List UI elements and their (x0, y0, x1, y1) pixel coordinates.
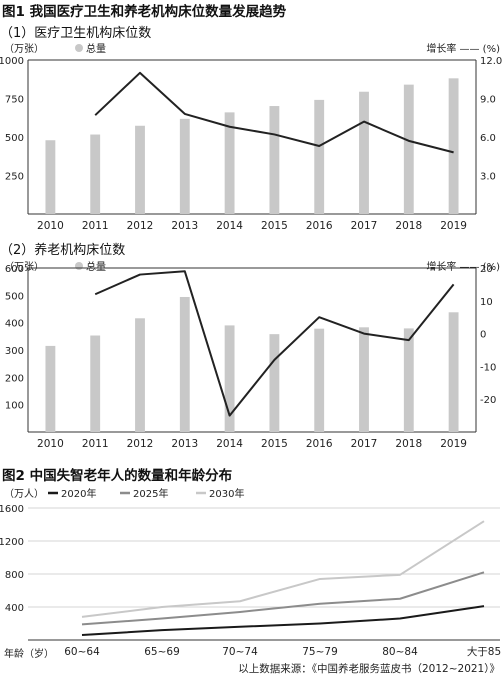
chart1-xtick-label: 2017 (351, 220, 378, 232)
chart2-y2tick-label: -20 (480, 395, 496, 406)
chart3-ytick-label: 400 (5, 603, 24, 614)
chart2-xtick-label: 2018 (395, 438, 422, 450)
chart1-xtick-label: 2011 (82, 220, 109, 232)
chart3-xtick-label: 大于85 (467, 645, 501, 658)
chart2-plot: 100 200 300 400 500 600 -20 -10 0 10 20 2010 2011 201… (5, 264, 496, 450)
figure2-title: 图2 中国失智老年人的数量和年龄分布 (2, 467, 232, 484)
chart2-ylabel: （万张） (4, 261, 44, 273)
chart2-y2tick-label: 10 (480, 297, 493, 308)
chart3-legend-label: 2020年 (61, 487, 96, 500)
chart1-bar (403, 84, 414, 214)
chart3-xlabel: 年龄（岁） (4, 647, 54, 660)
chart1-bar (45, 140, 56, 214)
chart1-y2tick-label: 3.0 (480, 172, 496, 183)
chart2-bar (269, 334, 280, 432)
chart3-ytick-label: 800 (5, 570, 24, 581)
chart2-ytick-label: 100 (5, 401, 24, 412)
chart3-legend-label: 2030年 (209, 487, 244, 500)
chart3-xtick-label: 60~64 (64, 646, 100, 658)
chart1-bar (179, 118, 190, 214)
chart2-ytick-label: 600 (5, 264, 24, 275)
chart2-bar (359, 327, 369, 432)
chart2-bar (314, 328, 325, 432)
chart1-bar (314, 99, 325, 214)
chart3-ytick-label: 1200 (0, 537, 24, 548)
chart1-title: （1）医疗卫生机构床位数 (0, 26, 151, 41)
chart2-legend-label: 总量 (86, 260, 106, 273)
chart1-y2tick-label: 9.0 (480, 95, 496, 106)
chart1-plot: 250 500 750 1000 3.0 6.0 9.0 12.0 2010 2011 2012 20… (0, 56, 502, 232)
chart2-bar (403, 328, 414, 432)
chart1-bar (135, 125, 145, 214)
chart3-xtick-label: 80~84 (382, 646, 418, 658)
chart1-xtick-label: 2019 (440, 220, 467, 232)
chart2-xtick-label: 2019 (440, 438, 467, 450)
chart2-xtick-label: 2016 (306, 438, 333, 450)
chart1-ytick-label: 500 (5, 133, 24, 144)
chart2-y2label: 增长率 —— (%) (426, 260, 500, 273)
chart2-y2tick-label: 20 (480, 264, 493, 275)
chart1-bar (359, 91, 369, 214)
chart2-title: （2）养老机构床位数 (0, 242, 125, 258)
chart2-bar (224, 325, 235, 432)
chart1-bar (448, 78, 459, 215)
chart1-legend-dot (75, 44, 83, 52)
chart1-ytick-label: 750 (5, 95, 24, 106)
chart1-ytick-label: 1000 (0, 56, 24, 67)
chart1-xtick-label: 2014 (216, 220, 243, 232)
chart3-legend: 2020年 2025年 2030年 (48, 487, 244, 500)
chart1-ylabel: （万张） (4, 43, 44, 55)
chart1-ytick-label: 250 (5, 172, 24, 183)
figure1-title: 图1 我国医疗卫生和养老机构床位数量发展趋势 (2, 3, 287, 20)
chart3-ytick-label: 1600 (0, 504, 24, 515)
chart2-xtick-label: 2012 (127, 438, 154, 450)
chart3-series-line (81, 571, 485, 626)
chart2-growth-line (94, 270, 455, 417)
chart1-bar (224, 112, 235, 214)
chart1-y2tick-label: 12.0 (480, 56, 502, 67)
chart1-xtick-label: 2015 (261, 220, 288, 232)
chart3-series-line (81, 520, 485, 618)
chart3-series-line (81, 605, 485, 637)
chart1-growth-line (94, 71, 454, 154)
chart2-ytick-label: 200 (5, 373, 24, 384)
chart3-xtick-label: 65~69 (144, 646, 180, 658)
chart2-ytick-label: 500 (5, 291, 24, 302)
chart2-xtick-label: 2014 (216, 438, 243, 450)
chart1-y2label: 增长率 —— (%) (426, 42, 500, 55)
chart2-xtick-label: 2010 (37, 438, 64, 450)
chart2-bar (135, 318, 145, 432)
chart2-xtick-label: 2013 (171, 438, 198, 450)
chart1-xtick-label: 2010 (37, 220, 64, 232)
chart2-xtick-label: 2011 (82, 438, 109, 450)
chart2-bar (45, 345, 56, 432)
chart2-bar (90, 335, 101, 432)
chart3-ylabel: （万人） (4, 488, 44, 500)
chart2-legend-dot (75, 262, 83, 270)
chart1-xtick-label: 2012 (127, 220, 154, 232)
chart1-xtick-label: 2016 (306, 220, 333, 232)
chart1-y2tick-label: 6.0 (480, 133, 496, 144)
chart1-bar (90, 134, 101, 214)
chart3-xtick-label: 70~74 (222, 646, 258, 658)
chart2-ytick-label: 400 (5, 319, 24, 330)
chart1-xtick-label: 2018 (395, 220, 422, 232)
source-note: 以上数据来源：《中国养老服务蓝皮书（2012~2021）》 (238, 662, 500, 675)
chart2-y2tick-label: 0 (480, 330, 486, 341)
chart2-y2tick-label: -10 (480, 362, 496, 373)
chart2-bar (448, 312, 459, 432)
chart2-ytick-label: 300 (5, 346, 24, 357)
chart2-xtick-label: 2015 (261, 438, 288, 450)
chart3-plot: 400 800 1200 1600 60~64 65~69 70~74 75~79 80~84 大… (0, 504, 501, 658)
chart3-legend-label: 2025年 (133, 487, 168, 500)
chart1-legend-label: 总量 (86, 42, 106, 55)
chart3-xtick-label: 75~79 (302, 646, 338, 658)
chart2-bar (179, 296, 190, 432)
chart1-bar (269, 106, 280, 214)
chart2-xtick-label: 2017 (351, 438, 378, 450)
chart1-xtick-label: 2013 (171, 220, 198, 232)
